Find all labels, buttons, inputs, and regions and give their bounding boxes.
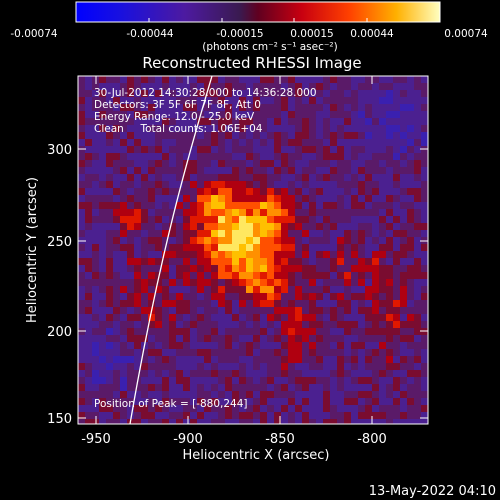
x-tick-label: -850 (265, 432, 295, 447)
colorbar-tick-label: 0.00044 (350, 28, 394, 40)
date-stamp: 13-May-2022 04:10 (369, 484, 496, 499)
x-tick-label: -800 (357, 432, 387, 447)
x-axis-ticks (95, 76, 373, 424)
info-line: Energy Range: 12.0 - 25.0 keV (94, 111, 255, 123)
x-tick-label: -900 (173, 432, 203, 447)
y-tick-label: 300 (47, 143, 72, 158)
peak-position-label: Position of Peak = [-880,244] (94, 398, 248, 410)
x-tick-label: -950 (81, 432, 111, 447)
colorbar-tick-label: -0.00044 (126, 28, 174, 40)
colorbar-tick-label: -0.00074 (10, 28, 58, 40)
colorbar-ticks (75, 18, 441, 22)
y-tick-label: 250 (47, 235, 72, 250)
y-axis-ticks (78, 148, 428, 419)
x-axis-label: Heliocentric X (arcsec) (183, 448, 330, 463)
colorbar-tick-label: 0.00015 (290, 28, 333, 40)
colorbar-units: (photons cm⁻² s⁻¹ asec⁻²) (202, 41, 337, 53)
solar-limb-curve (129, 76, 213, 424)
info-line: Clean Total counts: 1.06E+04 (94, 123, 263, 135)
info-line: 30-Jul-2012 14:30:28.000 to 14:36:28.000 (94, 87, 317, 99)
reconstructed-image (78, 76, 428, 424)
plot-title: Reconstructed RHESSI Image (142, 54, 361, 72)
y-tick-label: 150 (47, 412, 72, 427)
colorbar-tick-label: -0.00015 (216, 28, 263, 40)
info-line: Detectors: 3F 5F 6F 7F 8F, Att 0 (94, 99, 261, 111)
colorbar-tick-label: 0.00074 (444, 28, 488, 40)
y-tick-label: 200 (47, 325, 72, 340)
colorbar (75, 1, 441, 23)
plot-frame (77, 75, 429, 425)
y-axis-label: Heliocentric Y (arcsec) (25, 177, 40, 323)
